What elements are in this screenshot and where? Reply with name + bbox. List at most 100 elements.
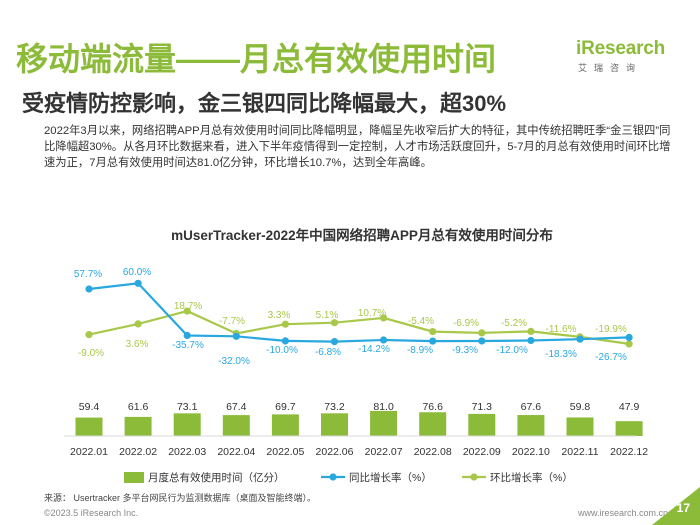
bar-2022.12 xyxy=(615,421,643,436)
bar-label: 67.6 xyxy=(521,401,542,413)
legend-mom-label: 环比增长率（%） xyxy=(490,471,573,484)
mom-label: 18.7% xyxy=(174,301,202,312)
bar-2022.11 xyxy=(566,417,594,436)
bar-label: 59.4 xyxy=(79,401,100,413)
bar-2022.08 xyxy=(419,412,447,436)
bar-2022.07 xyxy=(370,410,398,436)
yoy-label: -35.7% xyxy=(172,340,204,351)
mom-label: -5.2% xyxy=(501,318,527,329)
yoy-label: -12.0% xyxy=(496,345,528,356)
yoy-label: -6.8% xyxy=(315,347,341,358)
mom-point xyxy=(85,331,93,339)
yoy-point xyxy=(625,333,633,341)
legend-bar-label: 月度总有效使用时间（亿分） xyxy=(148,471,285,484)
mom-point xyxy=(134,320,142,328)
yoy-point xyxy=(527,336,535,345)
x-tick-label: 2022.08 xyxy=(414,446,452,458)
website-link[interactable]: www.iresearch.com.cn xyxy=(578,508,669,518)
chart-title: mUserTracker-2022年中国网络招聘APP月总有效使用时间分布 xyxy=(171,227,553,243)
source-note: 来源： Usertracker 多平台网民行为监测数据库（桌面及智能终端）。 xyxy=(44,493,317,503)
mom-label: 3.6% xyxy=(126,339,149,350)
logo-subtext: 艾瑞咨询 xyxy=(578,63,643,73)
bar-label: 76.6 xyxy=(422,401,443,413)
mom-label: -11.6% xyxy=(546,324,577,335)
mom-label: 5.1% xyxy=(316,310,339,321)
yoy-label: -14.2% xyxy=(358,344,390,355)
yoy-line xyxy=(88,282,630,343)
mom-label: 3.3% xyxy=(268,310,291,321)
yoy-point xyxy=(576,335,584,343)
bar-2022.10 xyxy=(517,415,545,436)
mom-point xyxy=(183,307,191,315)
summary-paragraph: 2022年3月以来，网络招聘APP月总有效使用时间同比降幅明显，降幅呈先收窄后扩… xyxy=(44,125,671,169)
yoy-label: 57.7% xyxy=(74,269,102,280)
mom-point xyxy=(625,340,633,348)
bar-2022.01 xyxy=(75,417,103,436)
page-number-badge: 17 xyxy=(652,487,700,525)
yoy-point xyxy=(183,331,191,340)
bar-label: 73.1 xyxy=(177,401,198,413)
bar-2022.02 xyxy=(124,416,152,436)
legend-bar-swatch xyxy=(124,472,144,483)
legend-mom-marker xyxy=(470,473,478,481)
page-title: 移动端流量——月总有效使用时间 xyxy=(16,41,497,77)
x-tick-label: 2022.09 xyxy=(463,446,501,458)
page-subtitle: 受疫情防控影响，金三银四同比降幅最大，超30% xyxy=(22,91,507,116)
yoy-point xyxy=(380,336,388,344)
bar-2022.06 xyxy=(321,413,348,436)
mom-label: -7.7% xyxy=(219,316,245,327)
mom-label: -5.4% xyxy=(408,316,434,327)
yoy-point xyxy=(232,332,240,340)
mom-line xyxy=(88,309,630,345)
bar-label: 69.7 xyxy=(275,401,296,413)
bar-2022.03 xyxy=(173,413,201,436)
yoy-label: -10.0% xyxy=(266,345,298,356)
x-tick-label: 2022.01 xyxy=(70,446,108,458)
logo-text: iResearch xyxy=(576,38,666,59)
bar-label: 61.6 xyxy=(128,401,149,413)
x-tick-label: 2022.02 xyxy=(119,446,157,458)
x-tick-label: 2022.06 xyxy=(316,446,354,458)
bar-label: 71.3 xyxy=(472,401,493,413)
yoy-label: -26.7% xyxy=(595,352,627,363)
bar-2022.09 xyxy=(468,413,496,436)
yoy-point xyxy=(85,285,93,293)
mom-point xyxy=(478,329,486,337)
x-tick-label: 2022.11 xyxy=(561,446,598,458)
yoy-point xyxy=(478,337,486,345)
x-tick-label: 2022.10 xyxy=(512,446,550,458)
mom-point xyxy=(380,314,388,322)
bar-2022.04 xyxy=(222,415,250,436)
mom-label: -6.9% xyxy=(453,318,479,329)
mom-point xyxy=(527,327,535,335)
mom-label: -19.9% xyxy=(595,324,627,335)
mom-point xyxy=(330,319,339,327)
page-corner-icon xyxy=(652,487,700,525)
yoy-point xyxy=(330,338,339,346)
bar-2022.05 xyxy=(271,414,299,436)
yoy-label: -9.3% xyxy=(452,345,478,356)
bar-label: 67.4 xyxy=(226,401,247,413)
yoy-point xyxy=(429,337,437,345)
bar-label: 59.8 xyxy=(570,401,591,413)
mom-point xyxy=(429,328,437,336)
yoy-point xyxy=(134,279,142,287)
yoy-point xyxy=(281,337,289,345)
x-tick-label: 2022.07 xyxy=(365,446,403,458)
bar-label: 47.9 xyxy=(619,401,640,413)
yoy-label: -8.9% xyxy=(407,345,433,356)
yoy-label: -18.3% xyxy=(545,349,577,360)
iresearch-logo-icon: iResearch 艾瑞咨询 xyxy=(576,36,666,76)
x-tick-label: 2022.03 xyxy=(168,446,206,458)
page-number: 17 xyxy=(676,501,690,515)
x-tick-label: 2022.12 xyxy=(610,446,648,458)
legend-yoy-label: 同比增长率（%） xyxy=(349,471,432,484)
bar-label: 73.2 xyxy=(324,401,345,413)
x-tick-label: 2022.05 xyxy=(266,446,304,458)
x-tick-label: 2022.04 xyxy=(217,446,255,458)
mom-label: -9.0% xyxy=(78,348,104,359)
bar-label: 81.0 xyxy=(373,401,394,413)
mom-label: 10.7% xyxy=(358,308,386,319)
legend-yoy-marker xyxy=(329,473,337,481)
